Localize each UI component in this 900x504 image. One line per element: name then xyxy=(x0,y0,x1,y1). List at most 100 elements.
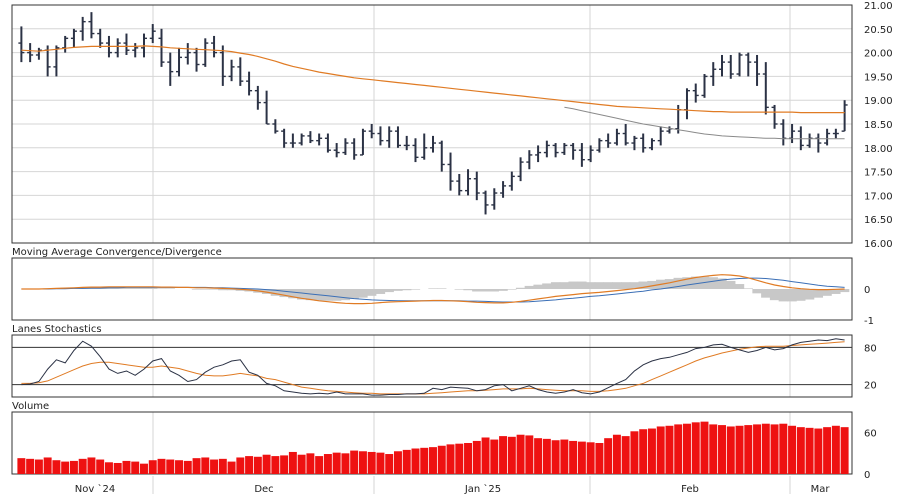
ohlc-bar xyxy=(727,54,734,79)
volume-bar xyxy=(586,442,595,474)
volume-bar xyxy=(52,460,61,474)
ohlc-bar xyxy=(438,140,445,172)
ohlc-bar xyxy=(517,157,524,182)
volume-bar xyxy=(96,459,105,474)
ohlc-bar xyxy=(570,143,577,160)
volume-bar xyxy=(236,457,245,474)
price-axis-tick-label: 17.00 xyxy=(864,191,893,202)
stochastics-axis-tick-label: 20 xyxy=(864,381,877,392)
volume-bar xyxy=(350,450,359,474)
chart-marks xyxy=(17,12,850,474)
ohlc-bar xyxy=(316,133,323,146)
ohlc-bar xyxy=(456,173,463,196)
ohlc-bar xyxy=(184,43,191,65)
month-label: Mar xyxy=(811,484,831,495)
ohlc-bar xyxy=(237,57,244,86)
ohlc-bar xyxy=(815,133,822,153)
volume-bar xyxy=(429,447,437,474)
volume-bar xyxy=(218,458,227,474)
volume-bar xyxy=(332,452,341,474)
volume-axis-tick-label: 0 xyxy=(864,470,870,481)
volume-bar xyxy=(525,435,534,474)
ohlc-bar xyxy=(780,119,787,146)
ohlc-bar xyxy=(543,140,550,158)
volume-bar xyxy=(192,458,201,474)
ohlc-bar xyxy=(219,45,226,86)
ohlc-bar xyxy=(500,181,507,198)
ohlc-bar xyxy=(35,47,42,60)
price-axis-tick-label: 16.50 xyxy=(864,215,893,226)
volume-bar xyxy=(814,428,823,474)
volume-bar xyxy=(175,460,183,474)
stochastics-panel-frame xyxy=(11,334,853,398)
volume-bar xyxy=(823,427,832,474)
ohlc-bar xyxy=(158,28,165,67)
volume-bar xyxy=(104,462,113,474)
volume-bar xyxy=(691,422,700,474)
volume-bar xyxy=(280,455,289,474)
volume-bar xyxy=(385,454,394,474)
ohlc-bar xyxy=(482,190,489,215)
ohlc-bar xyxy=(368,124,375,139)
ohlc-bar xyxy=(272,119,279,134)
volume-bar xyxy=(700,421,709,474)
volume-bar xyxy=(796,427,805,474)
ohlc-bar xyxy=(535,145,542,163)
ohlc-bar xyxy=(491,188,498,210)
volume-bar xyxy=(402,449,411,474)
ohlc-bar xyxy=(324,133,331,153)
volume-bar xyxy=(683,423,691,474)
ohlc-bar xyxy=(613,128,620,146)
volume-bar xyxy=(437,445,446,474)
volume-bar xyxy=(577,441,586,474)
stochastics-d-line xyxy=(21,341,845,395)
ohlc-bar xyxy=(377,126,384,146)
volume-bar xyxy=(122,460,131,474)
ohlc-bar xyxy=(167,52,174,86)
volume-bar xyxy=(411,448,420,474)
volume-bar xyxy=(534,438,543,474)
volume-bar xyxy=(43,457,52,474)
month-label: Nov `24 xyxy=(75,483,115,495)
volume-bar xyxy=(674,424,683,474)
volume-title: Volume xyxy=(12,401,49,412)
volume-bar xyxy=(34,459,43,474)
ohlc-bar xyxy=(359,128,366,156)
ohlc-bar xyxy=(719,54,726,77)
volume-bar xyxy=(499,436,508,474)
ohlc-bar xyxy=(552,143,559,158)
stochastics-axis-tick-label: 80 xyxy=(864,343,877,354)
volume-bar xyxy=(472,440,481,474)
volume-bar xyxy=(446,444,455,474)
ohlc-bar xyxy=(806,133,813,148)
ohlc-bar xyxy=(394,126,401,148)
ohlc-bar xyxy=(561,143,568,155)
volume-bar xyxy=(612,434,621,474)
ohlc-bar xyxy=(70,28,77,48)
ohlc-bar xyxy=(53,45,60,77)
ohlc-bar xyxy=(246,71,253,96)
ohlc-bar xyxy=(465,169,472,196)
volume-bar xyxy=(297,454,306,474)
ohlc-bar xyxy=(254,85,261,110)
volume-bar xyxy=(306,453,315,474)
volume-bar xyxy=(840,427,849,474)
ohlc-bar xyxy=(79,16,86,41)
volume-bar xyxy=(779,423,788,474)
moving-average-short xyxy=(21,45,845,114)
volume-bar xyxy=(210,459,219,474)
ohlc-bar xyxy=(132,43,139,58)
ohlc-bar xyxy=(263,90,270,125)
volume-bar xyxy=(61,461,70,474)
chart-labels: 16.00 16.50 17.00 17.50 18.00 18.50 19.00 19.50… xyxy=(12,1,893,495)
stochastics-title: Lanes Stochastics xyxy=(12,324,102,335)
ohlc-bar xyxy=(202,38,209,67)
price-axis-tick-label: 21.00 xyxy=(864,1,893,12)
price-axis-tick-label: 17.50 xyxy=(864,168,893,179)
volume-bar xyxy=(166,459,175,474)
price-axis-tick-label: 19.00 xyxy=(864,96,893,107)
volume-bar xyxy=(551,440,560,474)
volume-bar xyxy=(201,457,210,474)
volume-bar xyxy=(656,426,665,474)
